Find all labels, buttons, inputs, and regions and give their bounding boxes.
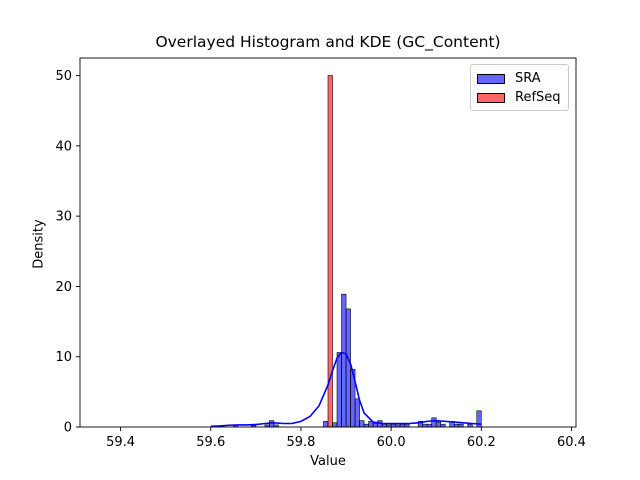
legend-label-sra: SRA bbox=[515, 71, 541, 86]
y-tick-label: 30 bbox=[55, 210, 72, 225]
x-axis-label: Value bbox=[310, 454, 346, 469]
bar-sra bbox=[431, 417, 437, 428]
bar-sra bbox=[435, 421, 442, 428]
legend-label-refseq: RefSeq bbox=[515, 90, 561, 105]
bar-sra bbox=[332, 422, 338, 428]
legend: SRA RefSeq bbox=[470, 64, 569, 111]
y-tick-label: 50 bbox=[55, 69, 72, 84]
bar-sra bbox=[345, 308, 351, 428]
x-tick-label: 59.6 bbox=[196, 435, 225, 450]
legend-swatch-refseq bbox=[477, 93, 505, 103]
bar-sra bbox=[372, 423, 378, 428]
kde-layer bbox=[210, 351, 482, 428]
bar-sra bbox=[359, 420, 365, 428]
x-tick-label: 60.0 bbox=[377, 435, 406, 450]
bar-sra bbox=[323, 421, 329, 428]
kde-line-sra bbox=[210, 351, 482, 428]
x-tick-label: 60.4 bbox=[557, 435, 586, 450]
chart-title: Overlayed Histogram and KDE (GC_Content) bbox=[155, 33, 501, 51]
y-tick-label: 0 bbox=[64, 421, 72, 436]
y-tick-label: 40 bbox=[55, 139, 72, 154]
bar-sra bbox=[341, 293, 347, 428]
x-tick-label: 59.8 bbox=[286, 435, 315, 450]
legend-swatch-sra bbox=[477, 74, 505, 84]
x-tick-label: 59.4 bbox=[106, 435, 135, 450]
bars-layer bbox=[233, 75, 482, 428]
plot-frame bbox=[79, 57, 577, 428]
y-tick-label: 20 bbox=[55, 280, 72, 295]
axes-layer: 59.4 59.6 59.8 60.0 60.2 60.4 0 10 20 30 40 50 bbox=[55, 57, 586, 450]
bar-sra bbox=[354, 398, 360, 428]
bar-sra bbox=[336, 352, 342, 428]
x-tick-label: 60.2 bbox=[467, 435, 496, 450]
y-tick-label: 10 bbox=[55, 350, 72, 365]
y-axis-label: Density bbox=[31, 219, 47, 269]
